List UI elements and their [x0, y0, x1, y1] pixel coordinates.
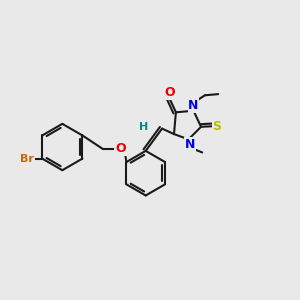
Text: Br: Br	[20, 154, 34, 164]
Text: O: O	[115, 142, 126, 155]
Text: N: N	[184, 138, 195, 151]
Text: N: N	[188, 99, 199, 112]
Text: H: H	[139, 122, 148, 132]
Text: S: S	[213, 120, 222, 133]
Text: O: O	[164, 86, 175, 100]
